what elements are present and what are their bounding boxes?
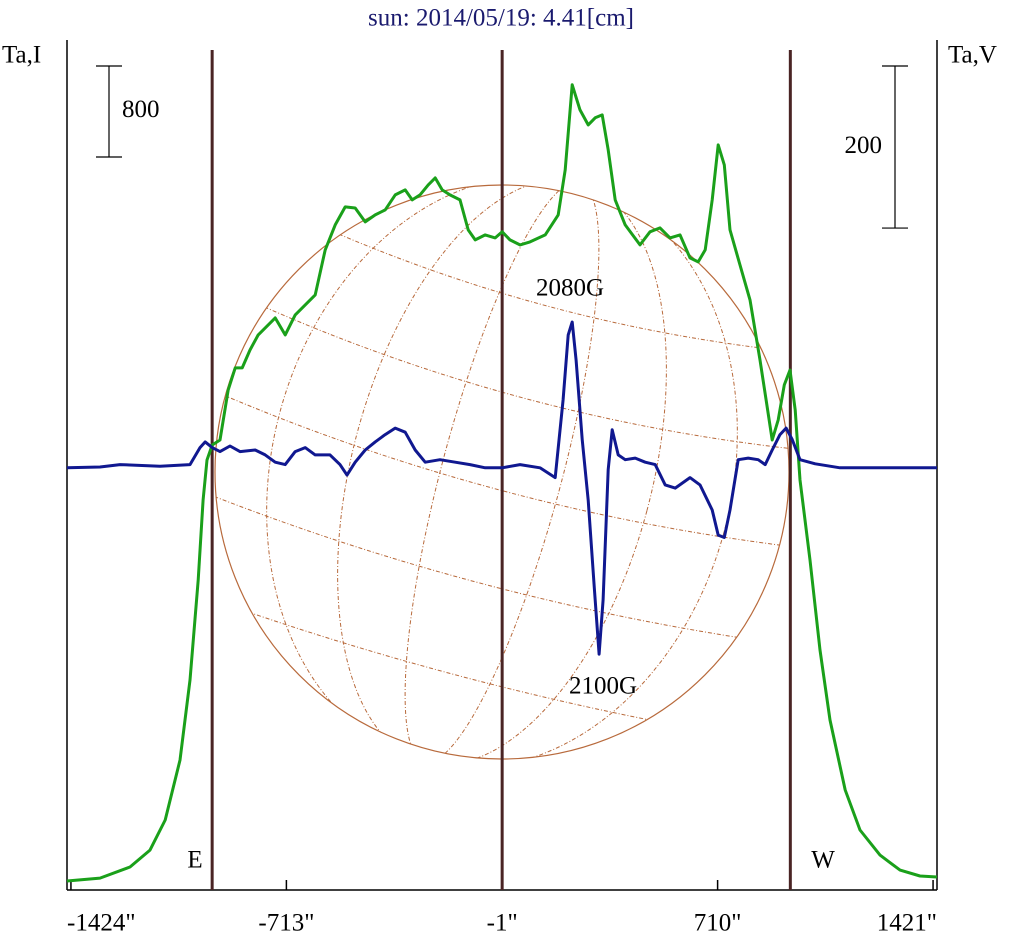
chart-title: sun: 2014/05/19: 4.41[cm] <box>368 5 634 32</box>
scale-bar-label: 200 <box>845 132 883 159</box>
data-line <box>66 320 937 656</box>
scale-bar-label: 800 <box>122 96 160 123</box>
y-axis-label: Ta,I <box>2 42 41 69</box>
annotation: W <box>811 847 835 874</box>
x-tick-label: 1421" <box>877 910 937 937</box>
x-tick-label: -713" <box>258 910 314 937</box>
annotation: E <box>187 847 202 874</box>
x-tick-label: -1424" <box>67 910 136 937</box>
data-line <box>66 83 938 883</box>
y2-axis-label: Ta,V <box>948 42 997 69</box>
x-tick-label: 710" <box>694 910 742 937</box>
annotation: 2080G <box>536 275 604 302</box>
annotation: 2100G <box>569 673 637 700</box>
x-tick-label: -1" <box>487 910 518 937</box>
